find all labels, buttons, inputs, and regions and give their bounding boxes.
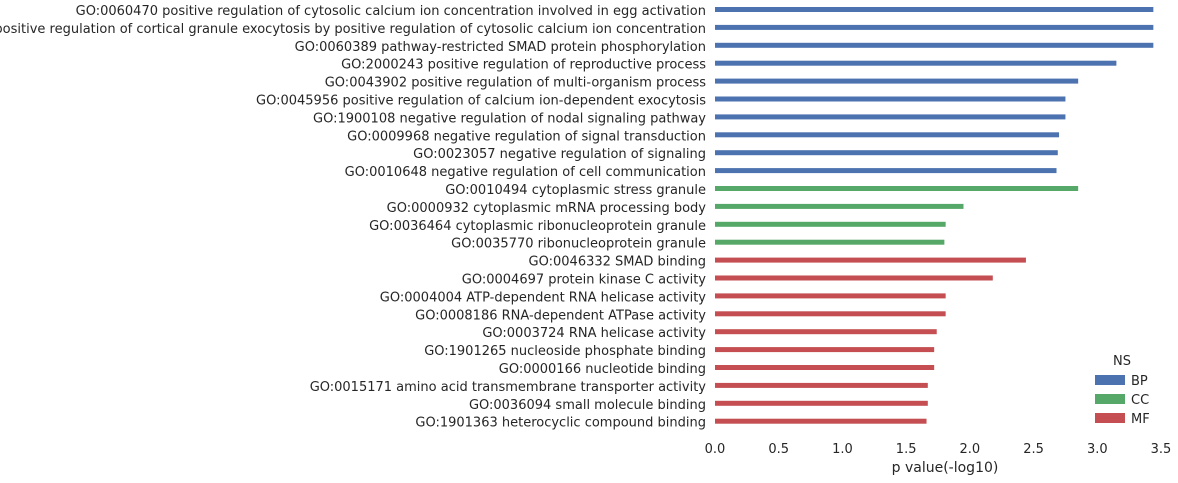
bar-cc (715, 221, 946, 227)
legend: NS BP CC MF (1095, 354, 1150, 427)
bar-bp (715, 42, 1154, 48)
category-label: GO:0060472 positive regulation of cortic… (0, 22, 706, 37)
x-tick-label: 1.5 (896, 442, 917, 457)
category-labels-group: GO:0060470 positive regulation of cytoso… (0, 4, 706, 431)
category-label: GO:0060470 positive regulation of cytoso… (76, 4, 706, 19)
x-tick-label: 3.0 (1087, 442, 1108, 457)
category-label: GO:1901265 nucleoside phosphate binding (424, 344, 706, 359)
category-label: GO:0023057 negative regulation of signal… (413, 147, 706, 162)
bar-bp (715, 132, 1060, 138)
bar-mf (715, 400, 928, 406)
category-label: GO:0060389 pathway-restricted SMAD prote… (295, 40, 706, 55)
bars-group (715, 7, 1154, 424)
bar-bp (715, 78, 1079, 84)
x-tick-label: 1.0 (832, 442, 853, 457)
bar-cc (715, 239, 945, 245)
category-label: GO:0045956 positive regulation of calciu… (256, 94, 706, 109)
bar-mf (715, 275, 993, 281)
bar-bp (715, 7, 1154, 12)
bar-bp (715, 168, 1057, 174)
bar-mf (715, 382, 928, 388)
bar-cc (715, 186, 1079, 191)
category-label: GO:0043902 positive regulation of multi-… (325, 76, 706, 91)
x-axis-title: p value(-log10) (892, 460, 999, 476)
bar-bp (715, 96, 1066, 102)
category-label: GO:2000243 positive regulation of reprod… (341, 58, 706, 73)
bar-bp (715, 114, 1066, 120)
category-label: GO:0036094 small molecule binding (469, 398, 706, 413)
bar-bp (715, 24, 1154, 30)
category-label: GO:0004004 ATP-dependent RNA helicase ac… (380, 290, 707, 305)
x-tick-labels-group: 0.0 0.5 1.0 1.5 2.0 2.5 3.0 3.5 (705, 442, 1172, 457)
bar-mf (715, 311, 946, 317)
category-label: GO:0003724 RNA helicase activity (482, 326, 706, 341)
x-tick-label: 3.5 (1151, 442, 1172, 457)
category-label: GO:0000932 cytoplasmic mRNA processing b… (387, 201, 707, 216)
x-tick-label: 2.0 (960, 442, 981, 457)
bar-bp (715, 150, 1058, 156)
legend-swatch-bp (1095, 375, 1125, 385)
legend-label-mf: MF (1131, 412, 1150, 427)
category-label: GO:0036464 cytoplasmic ribonucleoprotein… (369, 219, 706, 234)
category-label: GO:0010494 cytoplasmic stress granule (445, 183, 706, 198)
category-label: GO:1900108 negative regulation of nodal … (313, 111, 706, 126)
legend-label-cc: CC (1131, 393, 1149, 408)
bar-mf (715, 418, 927, 424)
category-label: GO:0010648 negative regulation of cell c… (345, 165, 706, 180)
bar-mf (715, 365, 935, 370)
category-label: GO:0004697 protein kinase C activity (462, 273, 707, 288)
x-tick-label: 0.0 (705, 442, 726, 457)
x-tick-label: 2.5 (1023, 442, 1044, 457)
category-label: GO:0035770 ribonucleoprotein granule (451, 237, 706, 252)
x-tick-label: 0.5 (768, 442, 789, 457)
category-label: GO:0015171 amino acid transmembrane tran… (310, 380, 707, 395)
bar-mf (715, 347, 935, 353)
legend-title: NS (1113, 354, 1131, 369)
legend-swatch-cc (1095, 394, 1125, 404)
category-label: GO:1901363 heterocyclic compound binding (415, 416, 706, 431)
bar-mf (715, 293, 946, 299)
bar-cc (715, 203, 964, 209)
bar-bp (715, 60, 1117, 66)
legend-swatch-mf (1095, 413, 1125, 423)
category-label: GO:0046332 SMAD binding (529, 255, 706, 270)
bar-mf (715, 257, 1026, 263)
category-label: GO:0008186 RNA-dependent ATPase activity (415, 308, 706, 323)
bar-mf (715, 329, 937, 335)
category-label: GO:0000166 nucleotide binding (499, 362, 706, 377)
legend-label-bp: BP (1131, 374, 1148, 389)
category-label: GO:0009968 negative regulation of signal… (347, 129, 706, 144)
